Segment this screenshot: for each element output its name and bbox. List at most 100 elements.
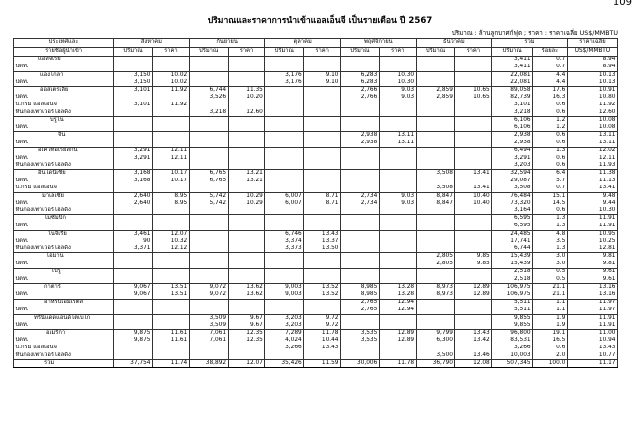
table-cell	[339, 313, 380, 323]
table-cell: 9.10	[303, 79, 341, 87]
table-cell: 10.25	[566, 238, 619, 246]
table-cell: 8,973	[415, 283, 456, 292]
table-cell: 13.41	[454, 184, 493, 193]
table-cell: 4.4	[532, 70, 568, 80]
header-month-dec: ธันวาคม	[415, 38, 493, 48]
importer-label: ปตท.	[12, 337, 115, 345]
table-cell: 12.02	[566, 146, 619, 155]
table-cell	[264, 214, 305, 223]
table-cell: 3,508	[491, 184, 534, 193]
table-cell	[113, 260, 153, 269]
table-cell: 10.65	[454, 94, 493, 102]
table-cell: 12.94	[378, 298, 417, 307]
table-row: ปตท. 90 10.32 3,374 13.37 17,741 3.5 10.25	[12, 238, 619, 246]
table-cell	[264, 306, 305, 315]
table-cell: 6,106	[491, 124, 534, 132]
table-cell	[227, 238, 266, 246]
table-cell: 3,500	[415, 351, 456, 360]
table-cell	[339, 124, 380, 132]
table-cell: 2,734	[339, 200, 380, 208]
table-cell	[378, 184, 417, 193]
table-cell	[264, 108, 305, 117]
table-cell: 2,640	[113, 200, 153, 208]
table-cell: 9,855	[491, 313, 534, 323]
table-cell: 8.94	[566, 63, 619, 72]
table-cell	[303, 101, 341, 109]
table-cell	[303, 131, 341, 140]
table-cell: 8.71	[303, 191, 341, 201]
table-cell	[264, 222, 305, 231]
table-cell: 106,975	[491, 283, 534, 292]
table-cell: 13.52	[303, 291, 341, 299]
table-cell	[378, 214, 417, 223]
table-cell	[227, 267, 266, 276]
table-cell	[227, 214, 266, 223]
table-cell: 6,765	[188, 177, 229, 185]
table-cell	[378, 55, 417, 64]
table-row: ปตท. 3,509 9.67 3,203 9.72 9,855 1.9 11.91	[12, 322, 619, 330]
table-cell: 2,518	[491, 267, 534, 276]
table-cell: 3,203	[264, 322, 305, 330]
table-cell: 2,859	[415, 94, 456, 102]
table-cell: 4.4	[532, 79, 568, 87]
table-cell	[151, 322, 190, 330]
table-cell: 10.17	[151, 169, 190, 178]
table-cell: 22,081	[491, 79, 534, 87]
table-cell	[415, 146, 456, 155]
table-cell	[113, 55, 153, 64]
table-cell: 12.12	[151, 245, 190, 253]
table-cell	[227, 207, 266, 215]
table-cell	[151, 214, 190, 223]
table-cell: 9,799	[415, 329, 456, 338]
table-row: ปตท. 3,168 10.17 6,765 13.21 29,087 5.7 11.13	[12, 177, 619, 185]
table-cell: 6,283	[339, 70, 380, 80]
table-cell: 1.2	[532, 116, 568, 125]
table-cell	[303, 267, 341, 276]
table-cell: 3,291	[113, 154, 153, 163]
importer-label: หินกองเพาเวอร์โฮลดิ้ง	[12, 207, 115, 215]
table-cell: 11.92	[151, 101, 190, 109]
table-cell	[227, 260, 266, 269]
country-label: อาหรับเอมิเรตส์	[12, 298, 115, 307]
table-cell: 11.61	[151, 329, 190, 338]
table-cell	[339, 207, 380, 215]
table-cell: 4,024	[264, 337, 305, 345]
country-label: แอลจีเรีย	[12, 55, 115, 64]
table-cell: 12.89	[454, 291, 493, 299]
table-cell	[113, 124, 153, 132]
table-cell	[378, 313, 417, 323]
table-cell: 6,595	[491, 222, 534, 231]
header-month-sep: กันยายน	[188, 38, 266, 48]
table-cell	[378, 245, 417, 253]
importer-label: ปตท.	[12, 154, 115, 163]
table-cell: 16.3	[532, 94, 568, 102]
table-cell: 10,003	[491, 351, 534, 360]
table-cell: 1.3	[532, 245, 568, 253]
table-cell	[227, 70, 266, 80]
table-cell	[227, 154, 266, 163]
table-cell	[378, 124, 417, 132]
table-cell: 8,847	[415, 200, 456, 208]
table-cell	[188, 252, 229, 261]
table-cell: 76,484	[491, 191, 534, 201]
importer-label: หินกองเพาเวอร์โฮลดิ้ง	[12, 108, 115, 117]
table-cell	[339, 214, 380, 223]
table-cell	[303, 154, 341, 163]
table-row: ออสเตรเลีย 3,101 11.92 6,744 11.35 2,766 9.03 2…	[12, 86, 619, 95]
table-cell: 10.95	[566, 229, 619, 238]
table-cell: 3,291	[491, 154, 534, 163]
table-cell	[151, 184, 190, 193]
table-cell: 12.11	[151, 146, 190, 155]
table-cell: 11.74	[151, 358, 190, 369]
table-cell: 9.72	[303, 313, 341, 323]
table-cell: 9.03	[378, 94, 417, 102]
table-cell	[188, 55, 229, 64]
table-cell	[415, 79, 456, 87]
table-cell	[264, 86, 305, 95]
table-cell: 11.97	[566, 306, 619, 315]
table-cell: 11.61	[151, 337, 190, 345]
table-cell: 9,067	[113, 291, 153, 299]
table-cell	[339, 252, 380, 261]
table-cell: 100.0	[532, 358, 568, 369]
table-cell	[378, 322, 417, 330]
